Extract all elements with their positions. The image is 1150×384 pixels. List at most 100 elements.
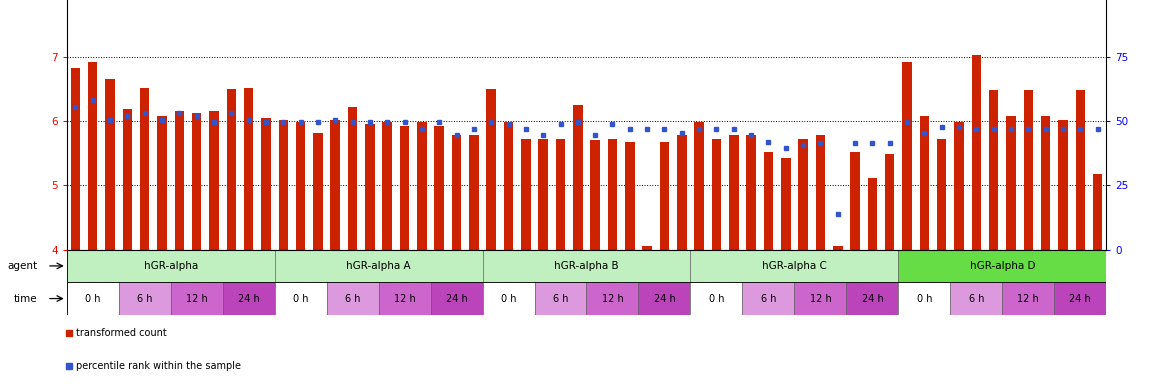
Bar (538, 139, 547, 250)
Bar (989, 90, 998, 250)
Bar (781, 158, 790, 250)
Text: hGR-alpha A: hGR-alpha A (346, 261, 411, 271)
Bar (867, 177, 877, 250)
Bar (347, 107, 358, 250)
Bar (660, 142, 669, 250)
Text: 0 h: 0 h (293, 293, 308, 304)
Text: 6 h: 6 h (968, 293, 984, 304)
Bar (850, 152, 860, 250)
Text: hGR-alpha: hGR-alpha (144, 261, 198, 271)
Text: 6 h: 6 h (345, 293, 360, 304)
Bar (898, 250, 1106, 282)
Bar (452, 135, 461, 250)
Text: 24 h: 24 h (861, 293, 883, 304)
Bar (643, 247, 652, 250)
Bar (209, 111, 218, 250)
Bar (67, 250, 275, 282)
Bar (223, 282, 275, 315)
Bar (175, 111, 184, 250)
Bar (435, 126, 444, 250)
Text: 0 h: 0 h (500, 293, 516, 304)
Bar (950, 282, 1003, 315)
Bar (746, 135, 756, 250)
Bar (244, 88, 253, 250)
Bar (903, 62, 912, 250)
Bar (1024, 90, 1033, 250)
Bar (690, 282, 743, 315)
Bar (695, 122, 704, 250)
Bar (898, 282, 950, 315)
Bar (123, 109, 132, 250)
Text: transformed count: transformed count (76, 328, 167, 338)
Bar (972, 55, 981, 250)
Text: time: time (14, 293, 38, 304)
Text: 12 h: 12 h (810, 293, 831, 304)
Bar (170, 282, 223, 315)
Bar (607, 139, 618, 250)
Bar (954, 122, 964, 250)
Text: 12 h: 12 h (1018, 293, 1040, 304)
Bar (690, 250, 898, 282)
Text: 24 h: 24 h (1070, 293, 1091, 304)
Bar (192, 113, 201, 250)
Text: 24 h: 24 h (653, 293, 675, 304)
Bar (378, 282, 430, 315)
Bar (937, 139, 946, 250)
Bar (327, 282, 378, 315)
Text: 6 h: 6 h (553, 293, 568, 304)
Bar (87, 62, 98, 250)
Bar (330, 120, 340, 250)
Bar (1075, 90, 1086, 250)
Bar (573, 105, 583, 250)
Bar (795, 282, 846, 315)
Text: 0 h: 0 h (708, 293, 724, 304)
Text: agent: agent (7, 261, 38, 271)
Bar (140, 88, 150, 250)
Bar (712, 139, 721, 250)
Bar (535, 282, 586, 315)
Text: 0 h: 0 h (85, 293, 100, 304)
Bar (261, 118, 270, 250)
Bar (833, 247, 843, 250)
Bar (1003, 282, 1055, 315)
Text: percentile rank within the sample: percentile rank within the sample (76, 361, 240, 371)
Bar (1092, 174, 1103, 250)
Bar (504, 122, 513, 250)
Bar (400, 126, 409, 250)
Text: 0 h: 0 h (917, 293, 933, 304)
Text: hGR-alpha B: hGR-alpha B (554, 261, 619, 271)
Bar (486, 89, 496, 250)
Bar (764, 152, 773, 250)
Bar (275, 250, 483, 282)
Text: 6 h: 6 h (760, 293, 776, 304)
Text: 24 h: 24 h (446, 293, 467, 304)
Bar (846, 282, 898, 315)
Bar (555, 139, 566, 250)
Bar (1058, 120, 1067, 250)
Bar (158, 116, 167, 250)
Bar (521, 139, 530, 250)
Bar (1041, 116, 1050, 250)
Bar (815, 135, 826, 250)
Bar (70, 68, 80, 250)
Text: 12 h: 12 h (601, 293, 623, 304)
Bar (67, 282, 118, 315)
Bar (313, 132, 323, 250)
Bar (106, 79, 115, 250)
Bar (383, 122, 392, 250)
Bar (483, 250, 690, 282)
Bar (677, 135, 687, 250)
Bar (430, 282, 483, 315)
Bar (1055, 282, 1106, 315)
Bar (586, 282, 638, 315)
Text: 12 h: 12 h (393, 293, 415, 304)
Text: hGR-alpha D: hGR-alpha D (969, 261, 1035, 271)
Bar (483, 282, 535, 315)
Bar (638, 282, 690, 315)
Bar (886, 154, 895, 250)
Bar (920, 116, 929, 250)
Bar (626, 142, 635, 250)
Bar (1006, 116, 1015, 250)
Bar (469, 135, 478, 250)
Bar (729, 135, 738, 250)
